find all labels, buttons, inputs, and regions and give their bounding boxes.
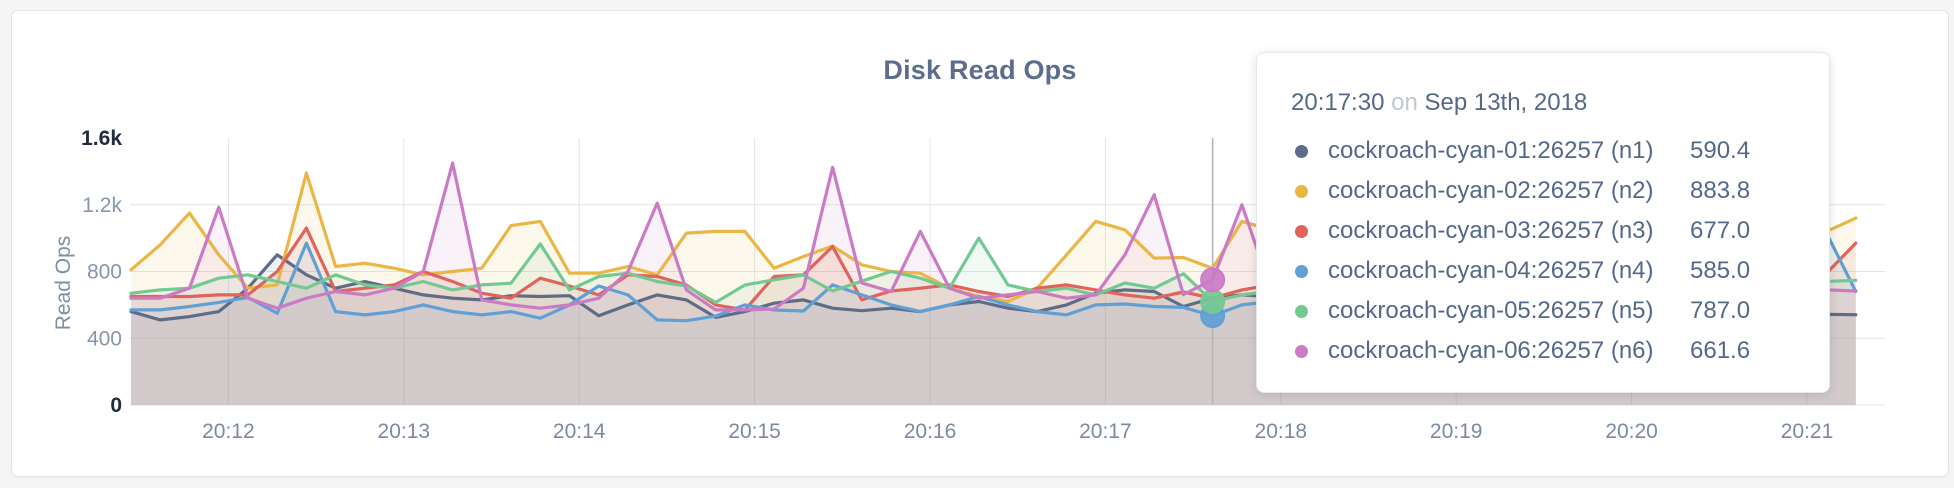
tooltip-series-label: cockroach-cyan-06:26257 (n6) [1328, 337, 1654, 364]
tooltip-series-value: 677.0 [1690, 217, 1751, 244]
tooltip-row: cockroach-cyan-03:26257 (n3) 677.0 [1291, 211, 1789, 251]
x-tick-label: 20:13 [378, 420, 431, 443]
x-tick-label: 20:15 [728, 420, 781, 443]
x-tick-label: 20:19 [1430, 420, 1483, 443]
tooltip-series-value: 883.8 [1690, 177, 1751, 204]
hover-tooltip: 20:17:30 on Sep 13th, 2018 cockroach-cya… [1256, 52, 1830, 393]
tooltip-row: cockroach-cyan-01:26257 (n1) 590.4 [1291, 131, 1789, 171]
tooltip-row: cockroach-cyan-05:26257 (n5) 787.0 [1291, 291, 1789, 331]
tooltip-series-label: cockroach-cyan-01:26257 (n1) [1328, 137, 1654, 164]
y-tick-label: 800 [87, 261, 122, 284]
tooltip-row: cockroach-cyan-04:26257 (n4) 585.0 [1291, 251, 1789, 291]
y-tick-label: 400 [87, 327, 122, 350]
x-tick-label: 20:21 [1781, 420, 1834, 443]
y-tick-label: 0 [110, 394, 122, 417]
x-tick-label: 20:14 [553, 420, 606, 443]
y-tick-label: 1.6k [81, 127, 122, 150]
tooltip-series-value: 787.0 [1690, 297, 1751, 324]
tooltip-row: cockroach-cyan-06:26257 (n6) 661.6 [1291, 331, 1789, 371]
hover-dot [1200, 267, 1226, 293]
series-color-dot-icon [1295, 184, 1308, 198]
tooltip-series-value: 590.4 [1690, 137, 1751, 164]
tooltip-title: 20:17:30 on Sep 13th, 2018 [1291, 89, 1789, 117]
tooltip-date: Sep 13th, 2018 [1424, 89, 1588, 116]
x-tick-label: 20:16 [904, 420, 957, 443]
tooltip-series-label: cockroach-cyan-03:26257 (n3) [1328, 217, 1654, 244]
series-color-dot-icon [1295, 144, 1308, 158]
x-tick-label: 20:18 [1255, 420, 1308, 443]
series-color-dot-icon [1295, 264, 1308, 278]
tooltip-series-label: cockroach-cyan-04:26257 (n4) [1328, 257, 1654, 284]
tooltip-row: cockroach-cyan-02:26257 (n2) 883.8 [1291, 171, 1789, 211]
tooltip-series-value: 661.6 [1690, 337, 1751, 364]
tooltip-series-value: 585.0 [1690, 257, 1751, 284]
tooltip-conjunction: on [1391, 89, 1418, 116]
tooltip-series-label: cockroach-cyan-05:26257 (n5) [1328, 297, 1654, 324]
series-color-dot-icon [1295, 344, 1308, 358]
chart-title: Disk Read Ops [883, 55, 1077, 85]
x-tick-label: 20:17 [1079, 420, 1132, 443]
tooltip-series-label: cockroach-cyan-02:26257 (n2) [1328, 177, 1654, 204]
x-tick-label: 20:12 [202, 420, 255, 443]
x-tick-label: 20:20 [1605, 420, 1658, 443]
y-tick-label: 1.2k [82, 194, 122, 217]
series-color-dot-icon [1295, 224, 1308, 238]
series-color-dot-icon [1295, 304, 1308, 318]
tooltip-time: 20:17:30 [1291, 89, 1385, 116]
